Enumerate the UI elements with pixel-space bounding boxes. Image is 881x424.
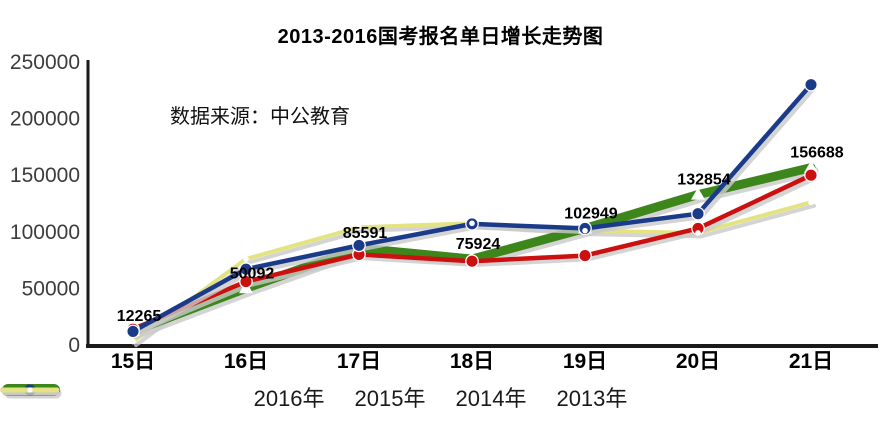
dot-marker (356, 224, 362, 231)
x-tick-label: 15日 (111, 350, 155, 373)
source-note: 数据来源：中公教育 (170, 106, 350, 128)
data-label: 132854 (677, 172, 730, 189)
dot-marker (582, 227, 588, 234)
legend-label: 2015年 (354, 386, 426, 411)
circle-marker (239, 262, 253, 277)
circle-marker (126, 324, 140, 339)
circle-marker (691, 206, 705, 221)
legend-label: 2014年 (455, 386, 527, 411)
x-tick-label: 18日 (450, 350, 494, 373)
legend-label: 2016年 (253, 386, 325, 411)
dot-marker (695, 230, 701, 236)
data-label: 12265 (117, 308, 162, 325)
legend-item: 2016年 (2, 381, 325, 413)
data-label: 102949 (564, 205, 617, 222)
circle-marker (804, 77, 818, 92)
x-tick-label: 21日 (789, 350, 833, 373)
circle-marker (352, 238, 366, 253)
dot-marker (243, 256, 249, 262)
x-tick-label: 20日 (676, 350, 720, 373)
dot-marker (469, 220, 475, 227)
y-tick-label: 150000 (10, 164, 80, 187)
legend-item: 2013年 (0, 381, 628, 413)
x-tick-label: 16日 (224, 350, 268, 373)
circle-marker (804, 168, 818, 183)
y-tick-label: 0 (68, 334, 80, 357)
circle-marker (578, 248, 592, 263)
x-tick-label: 19日 (563, 350, 607, 373)
legend-swatch-icon (0, 387, 60, 396)
y-tick-label: 100000 (10, 221, 80, 244)
y-tick-label: 250000 (10, 51, 80, 74)
dot-marker (130, 338, 136, 345)
y-tick-label: 200000 (10, 108, 80, 131)
chart-legend: 2016年 2015年 2014年 2013年 (0, 381, 881, 413)
data-label: 50092 (230, 265, 275, 282)
data-label: 75924 (456, 236, 501, 253)
chart-title: 2013-2016国考报名单日增长走势图 (277, 26, 604, 48)
data-label: 85591 (343, 225, 388, 242)
circle-marker (465, 254, 479, 269)
legend-item: 2015年 (0, 381, 426, 413)
legend-item: 2014年 (0, 381, 527, 413)
dot-marker (808, 199, 814, 206)
data-label: 156688 (790, 145, 843, 162)
x-tick-label: 17日 (337, 350, 381, 373)
y-tick-label: 50000 (22, 277, 80, 300)
legend-label: 2013年 (556, 386, 628, 411)
triangle-marker (691, 187, 705, 200)
